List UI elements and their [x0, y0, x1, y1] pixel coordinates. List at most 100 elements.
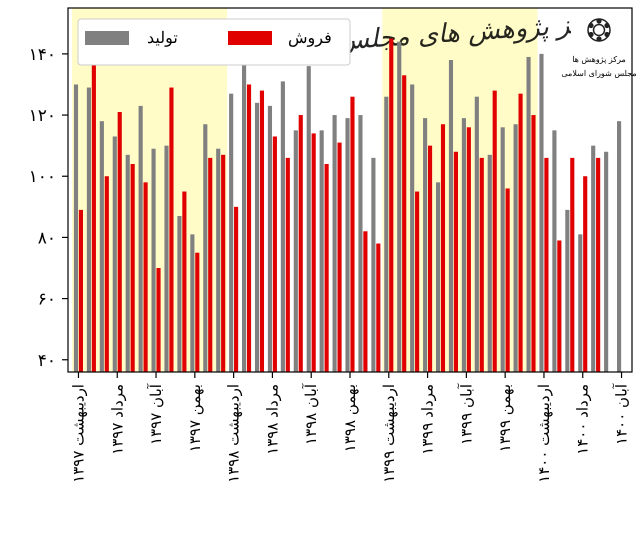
- bar-production: [242, 56, 247, 373]
- bar-sales: [544, 157, 549, 372]
- y-tick-label: ۱۲۰: [29, 106, 56, 126]
- bar-sales: [221, 154, 226, 372]
- bar-production: [254, 102, 260, 372]
- bar-sales: [78, 209, 84, 372]
- bar-sales: [104, 176, 109, 372]
- bar-sales: [583, 176, 588, 372]
- x-tick-label: آبان ۱۳۹۷: [147, 383, 165, 445]
- bar-production: [371, 157, 376, 372]
- y-tick-label: ۱۴۰: [29, 45, 56, 65]
- bar-production: [448, 60, 454, 372]
- bar-sales: [402, 75, 407, 372]
- y-tick-label: ۱۰۰: [29, 167, 56, 187]
- bar-production: [423, 118, 428, 372]
- bar-sales: [298, 115, 303, 372]
- logo-line-2: مجلس شورای اسلامی: [561, 69, 636, 78]
- bar-production: [280, 81, 285, 372]
- bar-sales: [479, 157, 484, 372]
- y-tick-label: ۶۰: [38, 290, 56, 310]
- bar-sales: [91, 63, 96, 372]
- logo-emblem: [587, 18, 611, 42]
- bar-production: [86, 87, 91, 372]
- bars: [73, 38, 622, 373]
- bar-production: [177, 216, 182, 372]
- y-tick-label: ۴۰: [38, 351, 56, 371]
- bar-sales: [156, 268, 161, 372]
- bar-production: [526, 56, 531, 373]
- bar-production: [565, 209, 570, 372]
- bar-sales: [285, 157, 290, 372]
- bar-production: [267, 105, 273, 372]
- bar-sales: [415, 191, 420, 372]
- bar-production: [474, 96, 479, 373]
- bar-sales: [324, 164, 329, 372]
- bar-production: [513, 124, 518, 372]
- legend: تولید فروش: [77, 18, 351, 66]
- x-tick-label: بهمن ۱۳۹۸: [341, 384, 359, 452]
- bar-sales: [337, 142, 342, 372]
- bar-sales: [363, 231, 368, 372]
- bar-production: [487, 154, 492, 372]
- x-tick-label: اردیبهشت ۱۴۰۰: [535, 384, 553, 483]
- bar-sales: [311, 133, 316, 372]
- bar-sales: [234, 206, 239, 372]
- bar-production: [306, 66, 311, 372]
- bar-production: [151, 148, 156, 372]
- legend-swatch-production: [85, 31, 129, 45]
- shaded-regions: [72, 8, 538, 372]
- bar-production: [216, 148, 221, 372]
- bar-production: [578, 234, 583, 372]
- bar-production: [164, 145, 169, 372]
- bar-sales: [518, 93, 523, 372]
- bar-sales: [130, 164, 135, 372]
- bar-sales: [466, 127, 471, 372]
- bar-sales: [143, 182, 148, 372]
- shaded-band: [382, 8, 538, 372]
- bar-production: [99, 121, 104, 372]
- bar-sales: [246, 84, 252, 373]
- bar-production: [293, 130, 298, 372]
- bar-sales: [169, 87, 174, 372]
- bar-sales: [208, 157, 213, 372]
- bar-production: [410, 84, 415, 373]
- bar-production: [552, 130, 557, 372]
- bar-production: [112, 136, 117, 372]
- bar-production: [591, 145, 596, 372]
- bar-production: [435, 182, 441, 372]
- y-tick-label: ۸۰: [38, 228, 56, 248]
- bar-production: [332, 115, 337, 372]
- x-tick-label: اردیبهشت ۱۳۹۷: [69, 384, 87, 483]
- x-tick-label: اردیبهشت ۱۳۹۹: [380, 384, 398, 483]
- bar-sales: [440, 124, 446, 372]
- x-tick-label: مرداد ۱۳۹۹: [419, 384, 437, 455]
- legend-swatch-sales: [228, 31, 272, 45]
- bar-production: [345, 118, 350, 372]
- legend-box: [77, 18, 351, 66]
- bar-production: [461, 118, 466, 372]
- shaded-band: [72, 8, 228, 372]
- bar-production: [138, 105, 143, 372]
- bar-sales: [117, 112, 122, 372]
- bar-sales: [350, 96, 355, 373]
- bar-production: [604, 151, 609, 372]
- ticks: ۴۰ ۶۰ ۸۰ ۱۰۰ ۱۲۰ ۱۴۰ اردیبهشت ۱۳۹۷ مرداد ۱۳۹۷ آب…: [29, 45, 631, 483]
- bar-sales: [557, 240, 562, 372]
- bar-production: [397, 41, 402, 372]
- bar-sales: [376, 243, 381, 372]
- x-tick-label: مرداد ۱۴۰۰: [574, 384, 592, 455]
- x-tick-label: آبان ۱۳۹۹: [457, 383, 475, 445]
- logo-line-1: مرکز پژوهش ها: [572, 55, 626, 64]
- bar-production: [539, 53, 544, 372]
- bar-production: [190, 234, 195, 372]
- bar-sales: [596, 157, 601, 372]
- bar-sales: [531, 115, 536, 372]
- bar-production: [384, 96, 389, 373]
- x-tick-label: بهمن ۱۳۹۷: [186, 384, 204, 452]
- bar-production: [319, 130, 324, 372]
- x-tick-label: مرداد ۱۳۹۸: [263, 384, 281, 455]
- x-tick-label: اردیبهشت ۱۳۹۸: [225, 384, 243, 483]
- bar-sales: [505, 188, 510, 372]
- x-tick-label: مرداد ۱۳۹۷: [108, 384, 126, 455]
